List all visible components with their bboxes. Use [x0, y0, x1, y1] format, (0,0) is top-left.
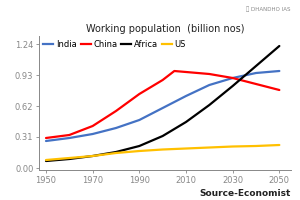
- Africa: [68, 158, 71, 160]
- US: [114, 152, 118, 154]
- US: [184, 147, 188, 150]
- China: [278, 89, 281, 91]
- US: [44, 159, 48, 161]
- China: [254, 83, 258, 85]
- India: [91, 133, 94, 135]
- Line: India: India: [46, 71, 279, 141]
- Africa: [161, 135, 164, 137]
- Africa: [184, 121, 188, 123]
- Legend: India, China, Africa, US: India, China, Africa, US: [43, 40, 186, 49]
- China: [172, 70, 176, 72]
- India: [44, 140, 48, 142]
- Africa: [91, 155, 94, 157]
- China: [114, 110, 118, 112]
- India: [184, 95, 188, 97]
- US: [68, 157, 71, 159]
- US: [231, 145, 235, 148]
- US: [137, 150, 141, 152]
- China: [44, 137, 48, 139]
- US: [278, 144, 281, 146]
- India: [254, 72, 258, 74]
- Title: Working population  (billion nos): Working population (billion nos): [86, 24, 244, 34]
- Africa: [278, 45, 281, 47]
- US: [208, 146, 211, 149]
- China: [91, 125, 94, 127]
- China: [161, 79, 164, 81]
- Africa: [208, 104, 211, 106]
- India: [114, 127, 118, 129]
- Africa: [44, 160, 48, 162]
- India: [161, 107, 164, 109]
- China: [184, 71, 188, 73]
- US: [161, 148, 164, 151]
- Line: US: US: [46, 145, 279, 160]
- India: [137, 119, 141, 121]
- India: [231, 77, 235, 79]
- India: [68, 137, 71, 139]
- China: [68, 134, 71, 136]
- US: [254, 145, 258, 147]
- China: [208, 73, 211, 75]
- US: [91, 155, 94, 157]
- Africa: [231, 85, 235, 87]
- Africa: [137, 145, 141, 147]
- Africa: [114, 151, 118, 153]
- China: [231, 77, 235, 79]
- Line: China: China: [46, 71, 279, 138]
- India: [208, 84, 211, 86]
- Text: 👑 DHANDHO IAS: 👑 DHANDHO IAS: [247, 6, 291, 12]
- China: [137, 93, 141, 95]
- Africa: [254, 65, 258, 67]
- India: [278, 70, 281, 72]
- Text: Source-Economist: Source-Economist: [200, 189, 291, 198]
- Line: Africa: Africa: [46, 46, 279, 161]
